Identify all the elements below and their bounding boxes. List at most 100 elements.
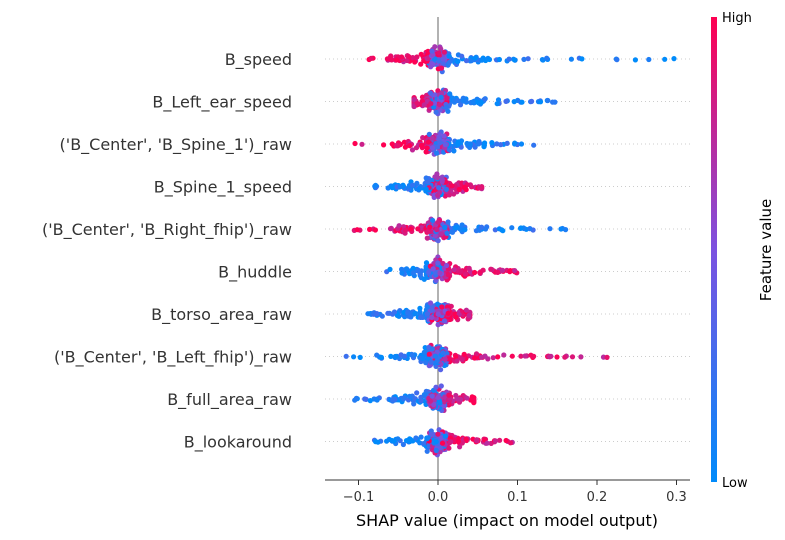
- shap-point: [439, 440, 446, 446]
- shap-point: [439, 304, 445, 310]
- shap-point: [449, 229, 456, 235]
- shap-point: [434, 301, 441, 307]
- shap-point: [374, 397, 380, 403]
- shap-point: [423, 149, 429, 155]
- shap-point: [455, 59, 461, 65]
- shap-point: [437, 400, 443, 406]
- shap-point: [432, 92, 438, 98]
- shap-point: [521, 56, 527, 63]
- shap-point: [503, 437, 509, 444]
- shap-point: [558, 226, 564, 232]
- shap-point: [426, 131, 432, 137]
- shap-point: [442, 224, 448, 231]
- shap-point: [351, 354, 357, 360]
- feature-label: ('B_Center', 'B_Right_fhip')_raw: [42, 220, 292, 240]
- feature-label: B_Left_ear_speed: [152, 93, 292, 113]
- shap-point: [507, 268, 513, 274]
- shap-point: [387, 56, 393, 62]
- shap-point: [454, 358, 460, 364]
- shap-point: [457, 444, 463, 450]
- shap-point: [671, 56, 677, 62]
- shap-point: [374, 311, 380, 317]
- shap-point: [500, 267, 506, 273]
- shap-point: [550, 99, 556, 105]
- shap-point: [433, 384, 439, 390]
- shap-point: [433, 439, 439, 445]
- shap-point: [401, 353, 408, 359]
- shap-point: [395, 436, 401, 442]
- shap-point: [445, 219, 451, 225]
- shap-point: [387, 226, 394, 232]
- shap-point: [437, 445, 443, 451]
- shap-point: [417, 309, 423, 315]
- shap-point: [464, 395, 470, 401]
- shap-point: [418, 142, 425, 149]
- shap-point: [484, 440, 490, 446]
- shap-point: [415, 226, 421, 232]
- shap-point: [359, 141, 365, 147]
- shap-point: [414, 390, 420, 396]
- shap-point: [527, 226, 533, 232]
- feature-label: B_lookaround: [184, 433, 292, 453]
- shap-point: [443, 186, 449, 192]
- shap-point: [479, 354, 485, 360]
- shap-point: [426, 351, 432, 357]
- shap-point: [435, 238, 441, 244]
- shap-point: [495, 354, 501, 360]
- shap-point: [529, 98, 535, 104]
- shap-point: [433, 447, 439, 454]
- shap-point: [512, 140, 518, 146]
- shap-point: [385, 310, 391, 316]
- feature-labels: B_speed B_Left_ear_speed ('B_Center', 'B_S…: [42, 50, 292, 453]
- shap-point: [407, 143, 413, 149]
- shap-point: [411, 401, 417, 407]
- shap-point: [432, 353, 438, 359]
- shap-point: [416, 185, 422, 192]
- feature-label: B_torso_area_raw: [151, 305, 292, 325]
- shap-point: [569, 354, 576, 360]
- shap-point: [393, 57, 399, 63]
- shap-point: [428, 101, 434, 107]
- shap-point: [456, 186, 462, 193]
- shap-point: [413, 435, 419, 441]
- shap-point: [414, 54, 420, 60]
- shap-point: [473, 351, 480, 357]
- shap-point: [430, 266, 436, 272]
- shap-point: [604, 354, 610, 360]
- shap-point: [407, 436, 414, 443]
- shap-point: [441, 399, 447, 405]
- shap-point: [446, 445, 452, 451]
- shap-point: [438, 231, 444, 237]
- shap-point: [357, 354, 363, 360]
- shap-point: [412, 310, 418, 316]
- shap-point: [459, 440, 465, 446]
- shap-point: [463, 58, 469, 64]
- shap-point: [406, 54, 412, 60]
- shap-point: [461, 184, 468, 191]
- shap-point: [436, 58, 442, 64]
- shap-point: [432, 233, 438, 239]
- shap-point: [451, 267, 457, 273]
- shap-point: [466, 265, 472, 271]
- shap-point: [428, 359, 434, 365]
- shap-point: [372, 227, 378, 233]
- shap-point: [421, 349, 427, 355]
- shap-point: [441, 133, 447, 139]
- shap-point: [646, 56, 652, 63]
- shap-point: [483, 226, 489, 232]
- shap-point: [479, 57, 485, 63]
- shap-point: [410, 265, 416, 271]
- shap-point: [506, 56, 512, 62]
- shap-point: [409, 352, 415, 358]
- shap-point: [496, 56, 502, 63]
- shap-point: [421, 392, 427, 398]
- shap-point: [440, 56, 446, 62]
- shap-point: [418, 398, 424, 404]
- shap-point: [440, 350, 446, 356]
- feature-label: ('B_Center', 'B_Left_fhip')_raw: [54, 348, 292, 368]
- shap-point: [429, 393, 435, 399]
- shap-point: [443, 104, 449, 110]
- shap-point: [429, 346, 435, 352]
- shap-point: [424, 303, 430, 310]
- x-tick-label: 0.1: [507, 490, 528, 505]
